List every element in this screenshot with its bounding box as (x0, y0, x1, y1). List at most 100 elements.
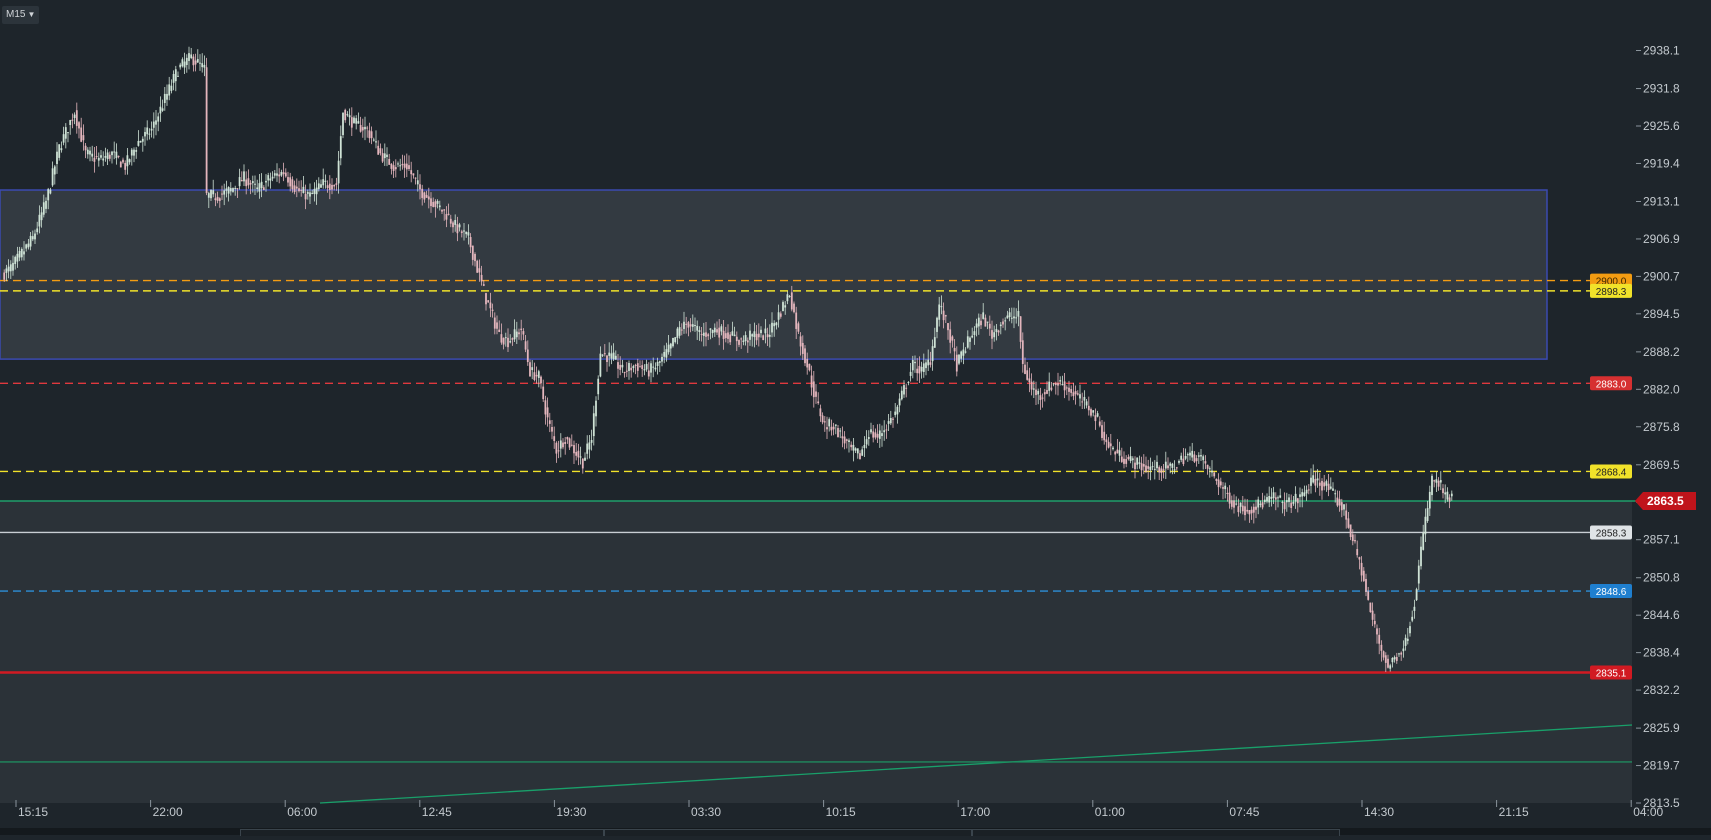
candle-body (190, 54, 193, 59)
level-label-bg (1590, 525, 1632, 540)
candle-body (119, 161, 122, 168)
candle-body (903, 385, 905, 395)
candle-body (1114, 451, 1117, 455)
candle-body (1171, 463, 1174, 468)
candle-body (390, 163, 393, 169)
candle-body (1444, 492, 1447, 495)
candle-body (610, 353, 613, 359)
candle-body (441, 209, 443, 212)
candle-body (909, 371, 912, 376)
candle-body (73, 114, 76, 119)
candle-body (304, 193, 307, 200)
candle-body (548, 420, 551, 424)
candle-body (1259, 503, 1262, 505)
candle-body (887, 421, 890, 424)
candle-body (102, 158, 105, 161)
candle-body (1261, 502, 1264, 508)
candle-body (458, 224, 461, 228)
candle-body (531, 367, 534, 371)
x-tick-label: 21:15 (1499, 805, 1529, 819)
candle-body (1026, 370, 1029, 380)
candle-body (199, 62, 201, 64)
candle-body (738, 339, 740, 345)
candle-body (1318, 482, 1321, 486)
x-tick-label: 15:15 (18, 805, 48, 819)
candle-body (1391, 657, 1394, 663)
y-tick-label: 2819.7 (1643, 759, 1680, 773)
supply-zone[interactable] (0, 189, 1548, 360)
candle-body (1101, 425, 1103, 438)
price-axis[interactable]: 2938.1 2931.8 2925.6 2919.4 2913.1 2906.9 2900… (1636, 44, 1680, 810)
candle-body (1008, 312, 1011, 318)
candle-body (898, 398, 901, 406)
candle-body (1037, 390, 1040, 395)
candle-body (647, 370, 650, 377)
candle-body (1228, 492, 1231, 504)
candle-body (256, 187, 259, 190)
candle-body (78, 122, 80, 129)
candle-body (170, 85, 173, 91)
candle-body (650, 363, 652, 373)
candle-body (86, 149, 89, 155)
bottom-panel-tab-2[interactable] (604, 829, 972, 836)
candle-body (612, 352, 615, 360)
candle-body (1063, 381, 1066, 391)
candle-body (828, 419, 831, 427)
candle-body (586, 443, 589, 454)
candle-body (614, 355, 617, 360)
candle-body (1226, 492, 1229, 494)
candle-body (678, 327, 681, 336)
candle-body (1160, 468, 1163, 474)
candle-body (359, 125, 362, 132)
timeframe-selector[interactable]: M15 ▼ (2, 6, 40, 24)
candle-body (1180, 455, 1183, 460)
candle-body (91, 153, 94, 157)
candle-body (1167, 465, 1169, 469)
candle-body (203, 64, 206, 68)
candle-body (449, 218, 452, 224)
candle-body (1200, 455, 1202, 457)
bottom-panel-tab-3[interactable] (972, 829, 1340, 836)
candle-body (394, 167, 397, 170)
candle-body (476, 260, 479, 273)
candle-body (1248, 510, 1251, 515)
candle-body (674, 337, 677, 343)
candle-body (1153, 468, 1156, 470)
candle-body (711, 329, 714, 334)
candle-body (676, 328, 679, 338)
candle-body (1270, 496, 1273, 499)
candle-body (1142, 464, 1145, 467)
candle-body (691, 324, 694, 327)
candle-body (535, 374, 538, 377)
candle-body (1193, 454, 1196, 462)
candle-body (216, 196, 219, 201)
candle-body (623, 372, 626, 374)
time-axis[interactable]: 15:15 22:00 06:00 12:45 19:30 03:30 10:15 17:00… (15, 800, 1664, 819)
candle-body (630, 367, 633, 371)
candle-body (867, 437, 870, 439)
candle-body (812, 381, 815, 398)
candle-body (298, 188, 300, 192)
candle-body (1120, 456, 1123, 462)
candle-body (401, 164, 404, 166)
candle-body (1224, 485, 1227, 490)
candle-body (1316, 478, 1319, 481)
candle-body (777, 312, 780, 320)
candle-body (740, 338, 743, 340)
candle-body (940, 306, 943, 308)
candle-body (471, 245, 474, 260)
candle-body (225, 188, 228, 191)
candle-body (315, 187, 318, 195)
y-tick-label: 2857.1 (1643, 533, 1680, 547)
bottom-panel-tab-1[interactable] (240, 829, 604, 836)
trend-line[interactable] (319, 724, 1633, 804)
y-tick-label: 2882.0 (1643, 382, 1680, 396)
candle-body (986, 321, 989, 323)
candle-body (1303, 492, 1306, 496)
candle-body (236, 188, 239, 190)
candle-body (1327, 483, 1330, 491)
y-tick-label: 2938.1 (1643, 44, 1680, 58)
y-tick-label: 2913.1 (1643, 194, 1680, 208)
candle-body (504, 337, 507, 339)
